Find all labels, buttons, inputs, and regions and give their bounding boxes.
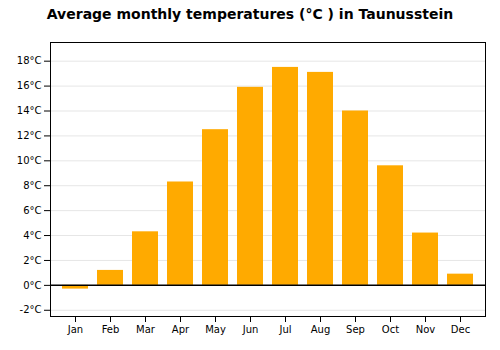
svg-text:10°C: 10°C bbox=[17, 155, 42, 166]
svg-text:18°C: 18°C bbox=[17, 55, 42, 66]
svg-text:Apr: Apr bbox=[172, 324, 190, 335]
svg-text:Jan: Jan bbox=[67, 324, 83, 335]
svg-text:6°C: 6°C bbox=[23, 205, 41, 216]
svg-text:Oct: Oct bbox=[382, 324, 399, 335]
svg-text:Nov: Nov bbox=[416, 324, 436, 335]
svg-text:12°C: 12°C bbox=[17, 130, 42, 141]
html-text:Average monthly temperatures (: Average monthly temperatures (°C ) in Ta… bbox=[46, 6, 454, 22]
svg-text:0°C: 0°C bbox=[23, 280, 41, 291]
svg-text:Feb: Feb bbox=[102, 324, 120, 335]
svg-text:-2°C: -2°C bbox=[20, 304, 42, 315]
svg-text:Sep: Sep bbox=[346, 324, 365, 335]
svg-text:Mar: Mar bbox=[136, 324, 156, 335]
svg-text:2°C: 2°C bbox=[23, 255, 41, 266]
svg-text:May: May bbox=[205, 324, 226, 335]
svg-text:Jul: Jul bbox=[278, 324, 291, 335]
svg-text:14°C: 14°C bbox=[17, 105, 42, 116]
svg-text:Jun: Jun bbox=[242, 324, 259, 335]
svg-text:4°C: 4°C bbox=[23, 230, 41, 241]
svg-text:8°C: 8°C bbox=[23, 180, 41, 191]
svg-text:16°C: 16°C bbox=[17, 80, 42, 91]
svg-text:Aug: Aug bbox=[311, 324, 331, 335]
svg-text:Dec: Dec bbox=[451, 324, 470, 335]
